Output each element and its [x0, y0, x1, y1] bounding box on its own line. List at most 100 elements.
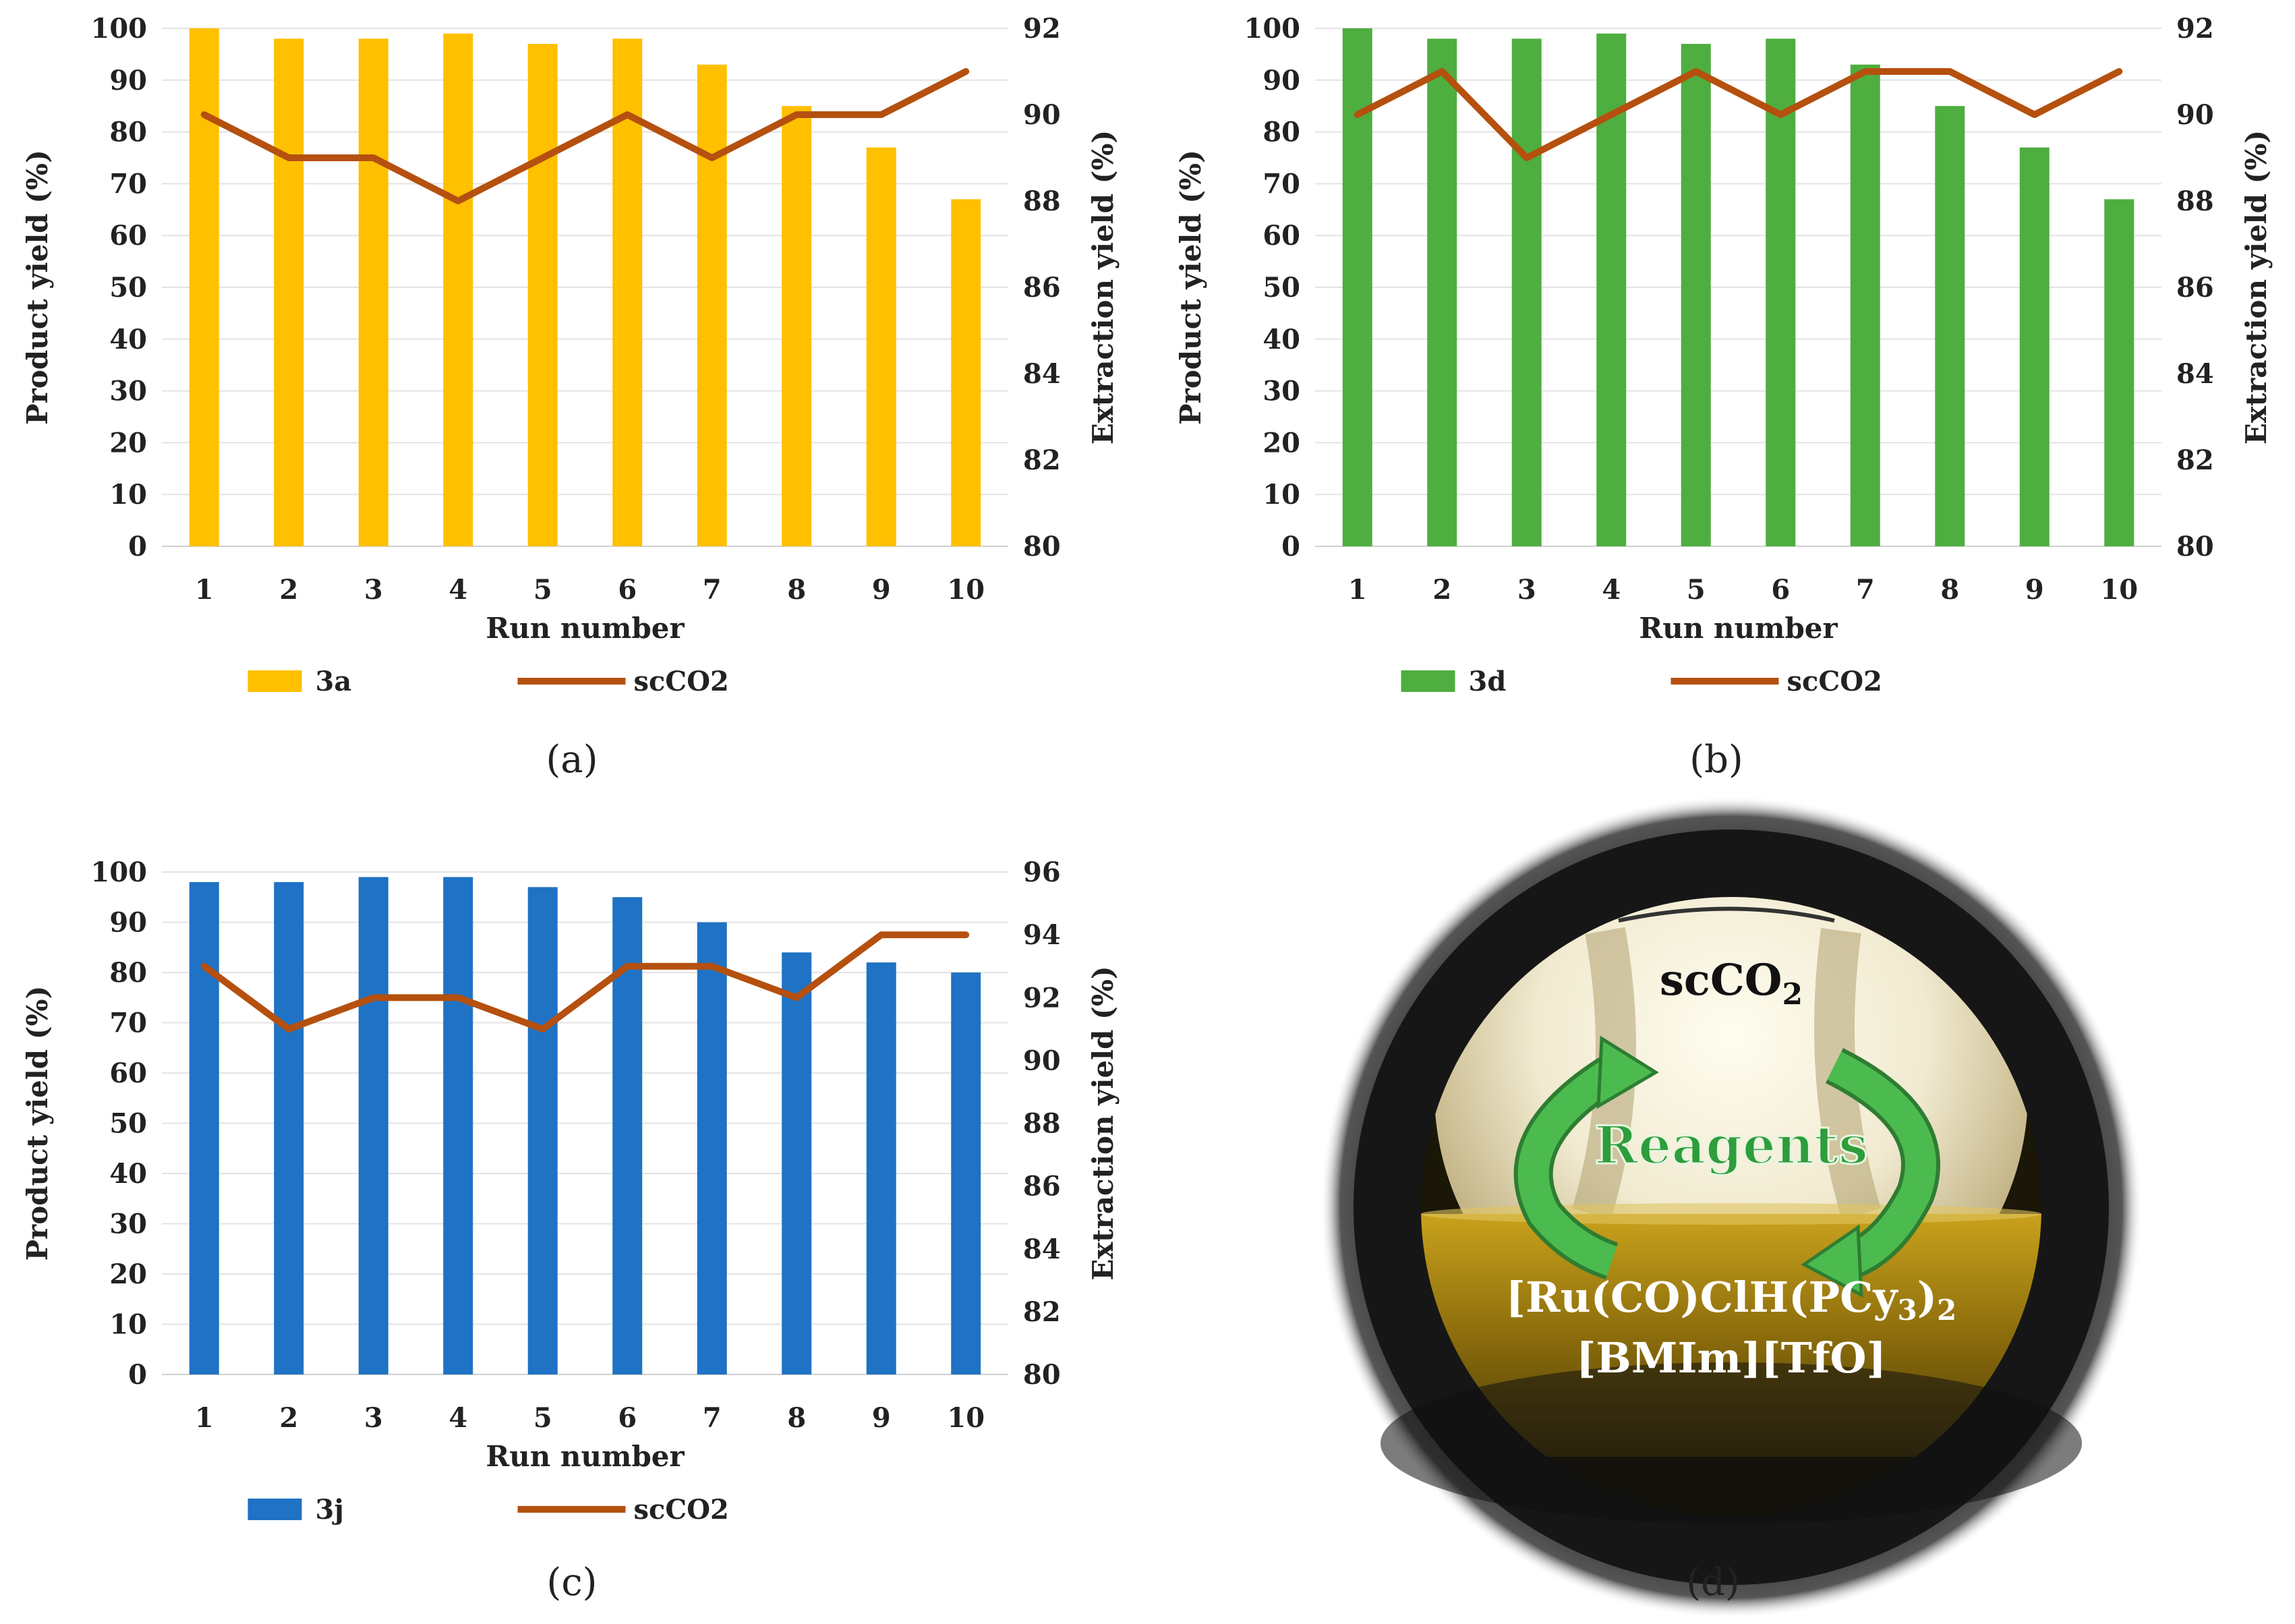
label-ionic-liquid: [BMIm][TfO]: [1576, 1333, 1886, 1383]
y-tick-label: 40: [1262, 324, 1300, 355]
label-scco2: scCO2: [1660, 955, 1803, 1012]
x-axis-title: Run number: [486, 1440, 685, 1473]
x-tick-label: 10: [947, 574, 985, 606]
panel-label: (c): [546, 1561, 597, 1604]
x-tick-label: 7: [1856, 574, 1875, 606]
y-tick-label: 20: [109, 427, 147, 459]
bar-3j-1: [189, 881, 219, 1374]
y-tick-label: 80: [109, 117, 147, 148]
y-tick-label: 90: [109, 907, 147, 939]
bar-3a-9: [866, 147, 896, 546]
bar-3j-5: [527, 887, 558, 1374]
bar-3d-7: [1850, 64, 1880, 546]
bar-3j-2: [274, 881, 304, 1374]
x-tick-label: 9: [872, 1402, 891, 1434]
x-axis-title: Run number: [486, 612, 685, 645]
label-catalyst: [Ru(CO)ClH(PCy3)2: [1506, 1273, 1957, 1327]
circulation-arrow-right: [1801, 1048, 1940, 1298]
y2-tick-label: 88: [1023, 185, 1061, 217]
bar-3d-5: [1681, 44, 1711, 547]
y2-tick-label: 80: [1023, 531, 1061, 562]
y-tick-label: 90: [109, 65, 147, 96]
legend-swatch-3j: [248, 1499, 302, 1520]
bar-3a-7: [697, 64, 727, 546]
y-tick-label: 60: [1262, 220, 1300, 252]
bar-3a-4: [443, 33, 473, 547]
bar-3j-9: [866, 962, 896, 1374]
line-scCO2: [200, 68, 970, 204]
x-axis-title: Run number: [1639, 612, 1838, 645]
bar-3d-9: [2019, 147, 2050, 546]
bar-3a-5: [527, 44, 558, 547]
y2-tick-label: 88: [2176, 185, 2214, 217]
x-tick-label: 3: [364, 1402, 383, 1434]
y2-tick-label: 92: [1023, 13, 1061, 45]
x-tick-label: 5: [533, 574, 552, 606]
x-tick-label: 5: [1687, 574, 1706, 606]
y2-tick-label: 80: [2176, 531, 2214, 562]
y2-tick-label: 86: [1023, 272, 1061, 303]
bar-3d-6: [1766, 38, 1796, 547]
y-tick-label: 60: [109, 220, 147, 252]
y-tick-label: 30: [109, 1209, 147, 1240]
y2-tick-label: 82: [1023, 1296, 1061, 1328]
panel-label: (b): [1689, 738, 1743, 782]
x-tick-label: 4: [448, 1402, 467, 1434]
y-tick-label: 50: [109, 1108, 147, 1140]
bar-3d-2: [1427, 38, 1457, 547]
y2-tick-label: 92: [1023, 982, 1061, 1014]
bar-3j-4: [443, 877, 473, 1374]
x-tick-label: 2: [279, 1402, 298, 1434]
y-tick-label: 60: [109, 1057, 147, 1089]
y-tick-label: 10: [1262, 479, 1300, 511]
y-tick-label: 20: [109, 1258, 147, 1290]
y-tick-label: 30: [109, 376, 147, 407]
legend-label-3a: 3a: [316, 666, 352, 697]
y-tick-label: 40: [109, 324, 147, 355]
y-axis-title: Product yield (%): [21, 986, 54, 1261]
x-tick-label: 9: [2025, 574, 2044, 606]
reactor-photo: scCO2 Reagents [Ru(CO)ClH(PCy3)2 [BMIm][…: [1320, 796, 2143, 1619]
y-tick-label: 100: [91, 857, 148, 888]
y-tick-label: 70: [109, 1008, 147, 1039]
x-tick-label: 4: [448, 574, 467, 606]
bar-3a-1: [189, 28, 219, 546]
label-reagents: Reagents: [1594, 1115, 1868, 1176]
x-tick-label: 4: [1602, 574, 1621, 606]
y2-tick-label: 90: [1023, 99, 1061, 131]
y-tick-label: 80: [109, 957, 147, 989]
y-tick-label: 80: [1262, 117, 1300, 148]
x-tick-label: 9: [872, 574, 891, 606]
x-tick-label: 6: [1771, 574, 1790, 606]
y2-tick-label: 96: [1023, 857, 1061, 888]
bar-3a-2: [274, 38, 304, 547]
line-scCO2: [200, 931, 970, 1033]
x-tick-label: 5: [533, 1402, 552, 1434]
x-tick-label: 10: [947, 1402, 985, 1434]
x-tick-label: 7: [703, 1402, 722, 1434]
legend-swatch-3a: [248, 670, 302, 692]
x-tick-label: 3: [1517, 574, 1536, 606]
bar-3a-3: [358, 38, 388, 547]
x-tick-label: 1: [195, 574, 214, 606]
y2-tick-label: 90: [1023, 1045, 1061, 1076]
y2-tick-label: 90: [2176, 99, 2214, 131]
y2-tick-label: 80: [1023, 1359, 1061, 1391]
y-tick-label: 10: [109, 479, 147, 511]
y-tick-label: 20: [1262, 427, 1300, 459]
y2-tick-label: 84: [1023, 1234, 1061, 1265]
legend-label-scCO2: scCO2: [634, 666, 729, 697]
y-tick-label: 90: [1262, 65, 1300, 96]
y-tick-label: 100: [91, 13, 148, 45]
legend-label-3d: 3d: [1469, 666, 1507, 697]
y2-tick-label: 84: [2176, 358, 2214, 390]
y-axis-title: Product yield (%): [21, 150, 54, 425]
bar-3j-3: [358, 877, 388, 1374]
y2-axis-title: Extraction yield (%): [1086, 130, 1120, 445]
y-tick-label: 40: [109, 1158, 147, 1190]
bar-3j-7: [697, 922, 727, 1374]
legend-label-3j: 3j: [316, 1494, 344, 1526]
